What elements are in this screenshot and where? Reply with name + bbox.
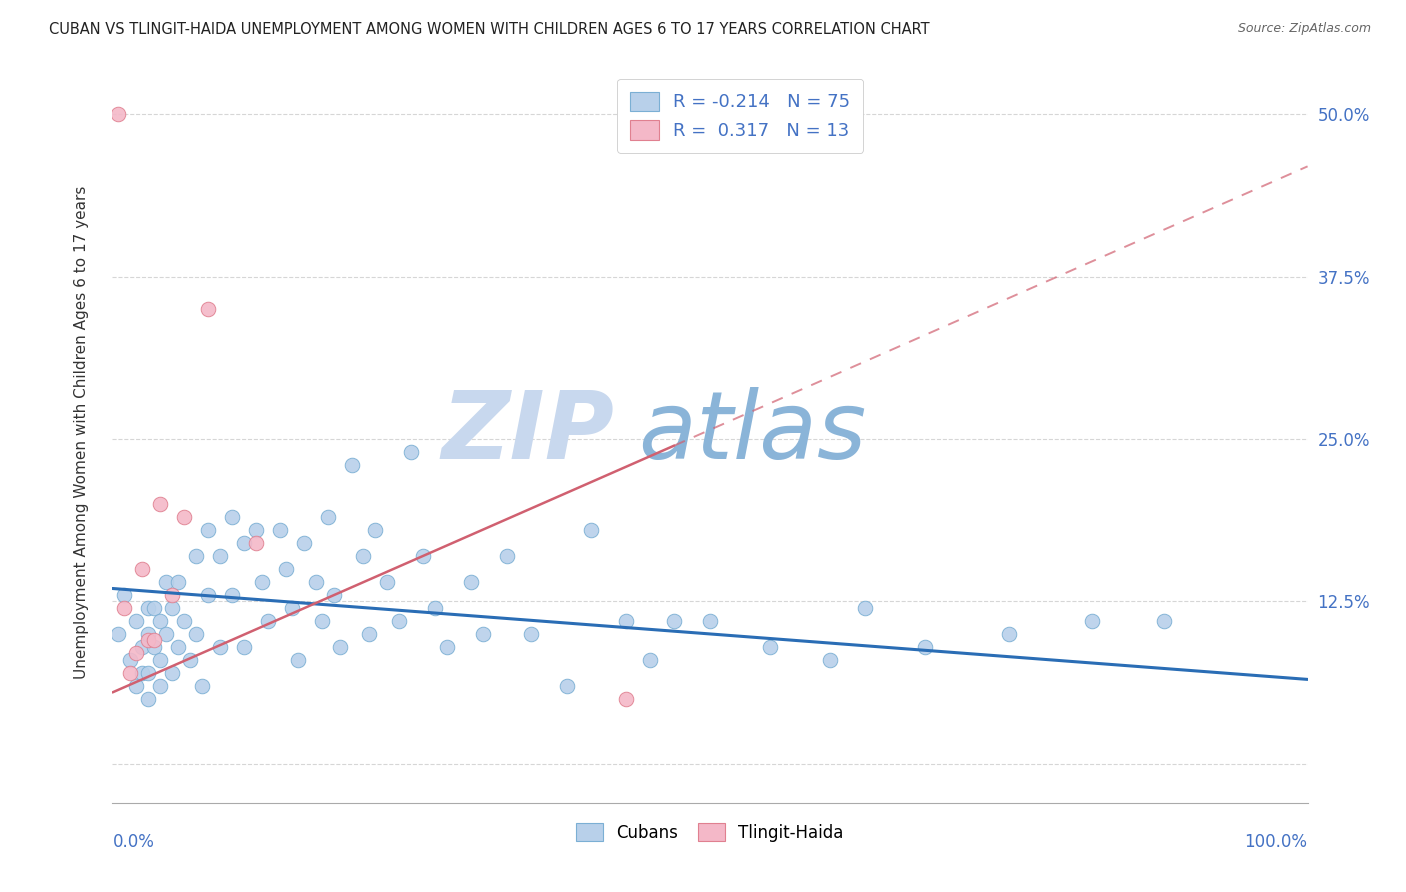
Point [1081,614,1104,628]
Point [245,536,267,550]
Point [855,601,877,615]
Point [186,549,208,563]
Text: 0.0%: 0.0% [112,833,155,851]
Point [364,523,387,537]
Point [149,614,172,628]
Point [250,574,273,589]
Point [149,653,172,667]
Point [460,574,482,589]
Point [496,549,519,563]
Point [616,614,638,628]
Text: atlas: atlas [638,387,866,478]
Point [257,614,280,628]
Point [818,653,841,667]
Point [162,588,183,602]
Y-axis label: Unemployment Among Women with Children Ages 6 to 17 years: Unemployment Among Women with Children A… [75,186,89,680]
Point [107,627,129,641]
Point [520,627,543,641]
Text: ZIP: ZIP [441,386,614,479]
Point [167,640,190,654]
Text: 100.0%: 100.0% [1244,833,1308,851]
Point [340,458,363,472]
Point [311,614,333,628]
Point [149,497,172,511]
Point [287,653,309,667]
Point [425,601,447,615]
Point [138,601,160,615]
Point [143,640,166,654]
Point [143,633,166,648]
Point [107,107,129,121]
Point [759,640,782,654]
Point [322,588,344,602]
Point [292,536,315,550]
Point [664,614,686,628]
Text: CUBAN VS TLINGIT-HAIDA UNEMPLOYMENT AMONG WOMEN WITH CHILDREN AGES 6 TO 17 YEARS: CUBAN VS TLINGIT-HAIDA UNEMPLOYMENT AMON… [49,22,929,37]
Point [352,549,374,563]
Point [412,549,434,563]
Point [436,640,458,654]
Point [221,588,243,602]
Legend: Cubans, Tlingit-Haida: Cubans, Tlingit-Haida [568,814,852,850]
Point [377,574,399,589]
Text: Source: ZipAtlas.com: Source: ZipAtlas.com [1237,22,1371,36]
Point [131,562,153,576]
Point [197,588,219,602]
Point [305,574,328,589]
Point [329,640,352,654]
Point [221,510,243,524]
Point [998,627,1021,641]
Point [125,647,148,661]
Point [186,627,208,641]
Point [209,640,232,654]
Point [914,640,936,654]
Point [316,510,339,524]
Point [155,574,177,589]
Point [401,445,423,459]
Point [699,614,721,628]
Point [269,523,291,537]
Point [245,523,267,537]
Point [125,679,148,693]
Point [138,665,160,680]
Point [173,510,195,524]
Point [616,692,638,706]
Point [281,601,304,615]
Point [579,523,602,537]
Point [209,549,232,563]
Point [162,601,183,615]
Point [359,627,381,641]
Point [274,562,297,576]
Point [167,574,190,589]
Point [197,523,219,537]
Point [162,665,183,680]
Point [197,302,219,317]
Point [233,640,256,654]
Point [138,627,160,641]
Point [155,627,177,641]
Point [1153,614,1175,628]
Point [472,627,495,641]
Point [114,588,135,602]
Point [125,614,148,628]
Point [120,665,142,680]
Point [233,536,256,550]
Point [173,614,195,628]
Point [555,679,578,693]
Point [131,640,153,654]
Point [138,633,160,648]
Point [179,653,201,667]
Point [114,601,135,615]
Point [149,679,172,693]
Point [120,653,142,667]
Point [191,679,214,693]
Point [640,653,662,667]
Point [131,665,153,680]
Point [138,692,160,706]
Point [388,614,411,628]
Point [143,601,166,615]
